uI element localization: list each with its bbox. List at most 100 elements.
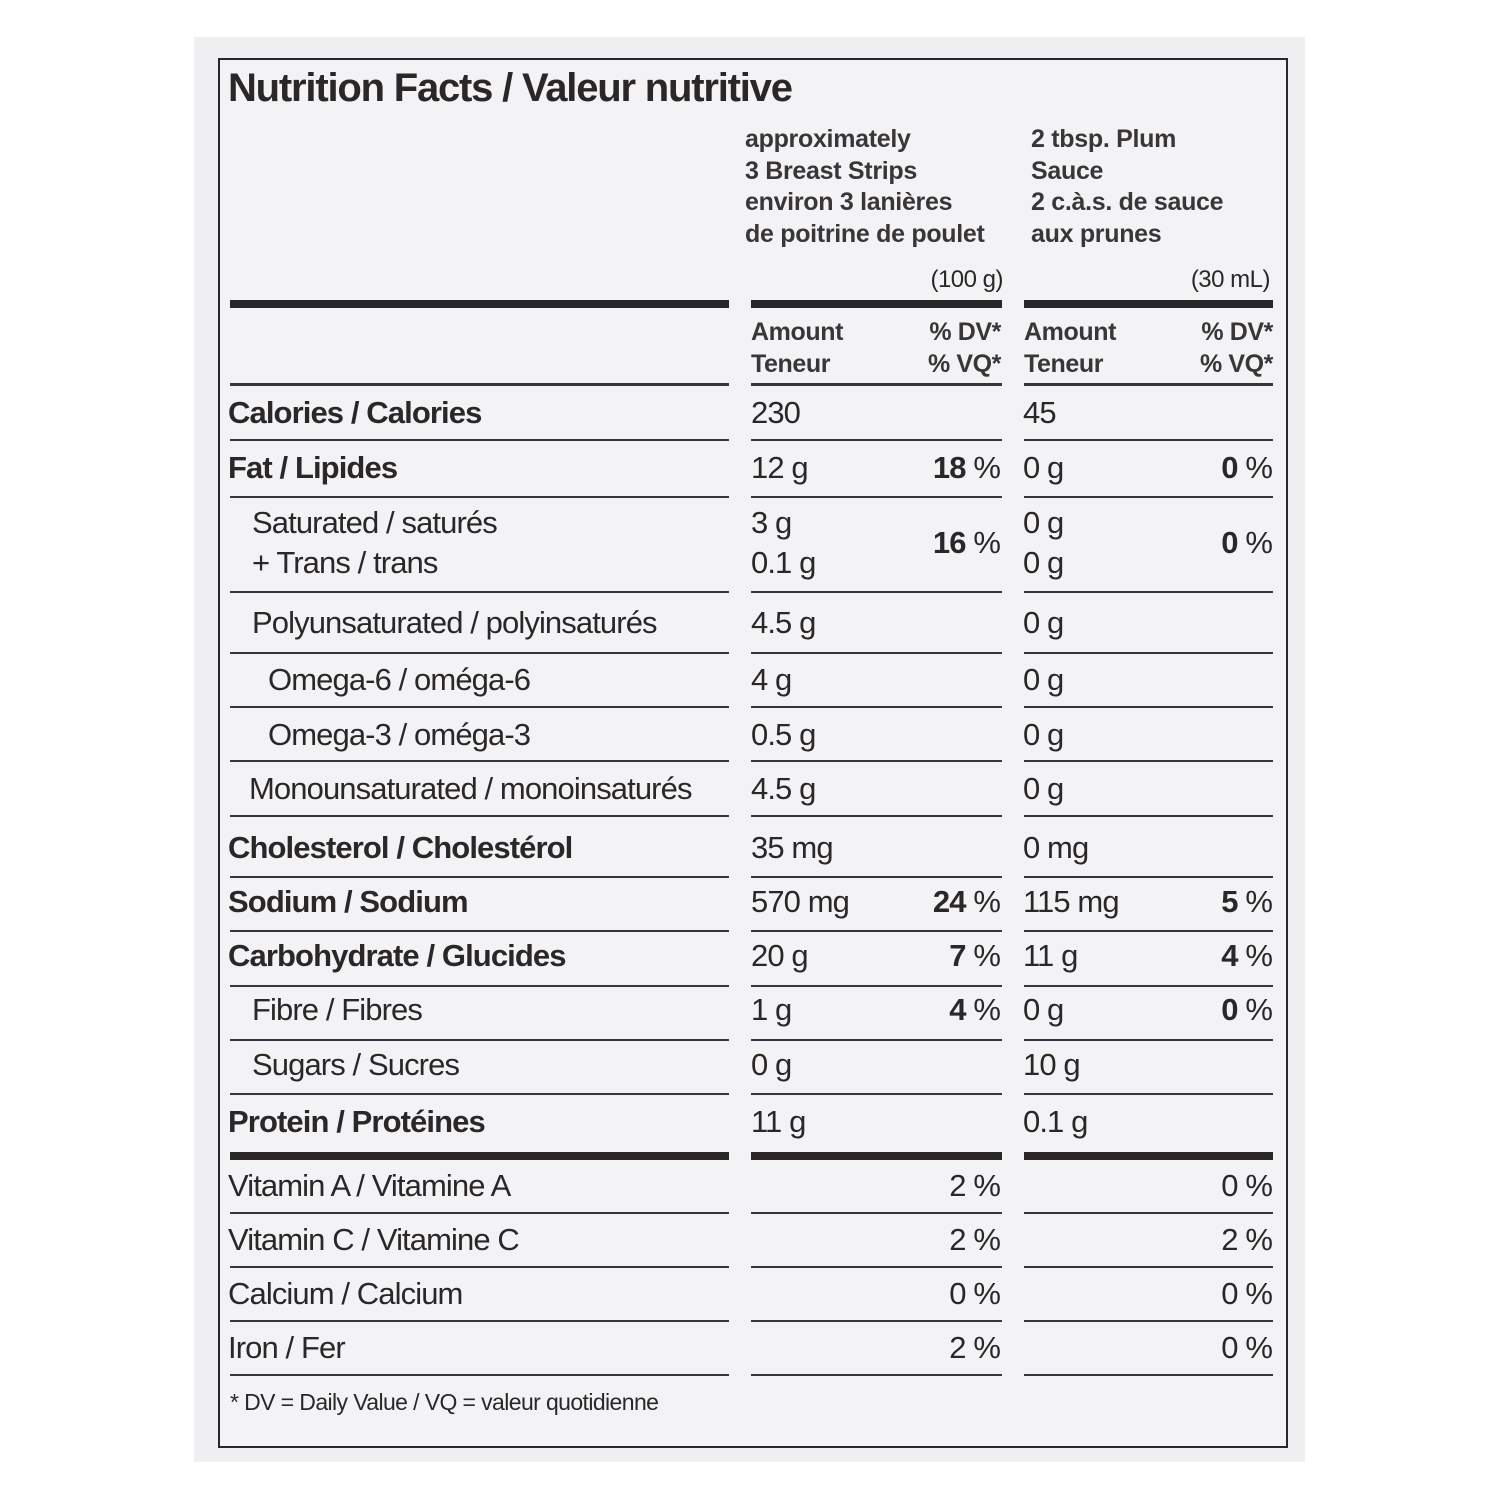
nutrient-amount: 4.5 g [751, 605, 816, 640]
serving-line: aux prunes [1031, 219, 1162, 248]
dv-number: 4 [949, 992, 966, 1027]
row-divider [1024, 439, 1273, 441]
thick-divider [1024, 300, 1273, 308]
percent-sign: % [1237, 525, 1273, 560]
nutrient-amount: 35 mg [751, 830, 834, 865]
daily-value-percent: 18 % [933, 448, 1001, 488]
nutrient-amount-trans: 0.1 g [751, 545, 816, 580]
nutrient-label: Saturated / saturés [252, 505, 498, 540]
daily-value-percent: 0 % [1221, 523, 1273, 563]
row-divider [230, 930, 729, 932]
serving-line: de poitrine de poulet [745, 219, 985, 248]
nutrient-amount: 0 g [1023, 505, 1064, 540]
dv-number: 5 [1221, 884, 1238, 919]
percent-sign: % [965, 525, 1001, 560]
nutrient-label: Iron / Fer [228, 1330, 346, 1365]
nutrient-amount: 12 g [751, 450, 809, 485]
vitamin-percent: 0 % [1221, 1276, 1273, 1311]
thick-divider [1024, 1152, 1273, 1160]
nutrient-amount: 0 g [751, 1047, 792, 1082]
row-divider [1024, 985, 1273, 987]
row-divider [1024, 1374, 1273, 1376]
nutrient-amount: 11 g [751, 1104, 806, 1139]
nutrient-amount: 115 mg [1023, 884, 1120, 919]
daily-value-percent: 16 % [933, 523, 1001, 563]
nutrient-amount: 0 g [1023, 662, 1064, 697]
panel-title: Nutrition Facts / Valeur nutritive [228, 66, 793, 110]
row-divider [230, 876, 729, 878]
daily-value-percent: 4 % [949, 990, 1001, 1030]
amount-header-col1: Amount Teneur [751, 316, 843, 380]
nutrient-amount-trans: 0 g [1023, 545, 1064, 580]
row-divider [751, 706, 1002, 708]
row-divider [751, 815, 1002, 817]
row-divider [751, 1320, 1002, 1322]
row-divider [751, 760, 1002, 762]
row-divider [751, 439, 1002, 441]
nutrient-amount: 10 g [1023, 1047, 1081, 1082]
vitamin-percent: 2 % [949, 1222, 1001, 1257]
daily-value-percent: 7 % [949, 936, 1001, 976]
row-divider [1024, 591, 1273, 593]
row-divider [751, 1266, 1002, 1268]
row-divider [751, 876, 1002, 878]
vitamin-percent: 0 % [949, 1276, 1001, 1311]
amount-label: Amount [751, 318, 844, 346]
dv-number: 0 [1221, 525, 1238, 560]
row-divider [751, 1093, 1002, 1095]
nutrient-amount: 4.5 g [751, 771, 816, 806]
nutrient-amount: 230 [751, 395, 801, 430]
thick-divider [230, 300, 729, 308]
row-divider [1024, 652, 1273, 654]
row-divider [230, 815, 729, 817]
serving-line: environ 3 lanières [745, 188, 953, 216]
percent-sign: % [965, 938, 1001, 973]
percent-sign: % [1237, 884, 1273, 919]
nutrient-label: Cholesterol / Cholestérol [228, 830, 573, 865]
amount-label: Amount [1024, 318, 1117, 346]
daily-value-percent: 5 % [1221, 882, 1273, 922]
dv-header-col1: % DV* % VQ* [928, 316, 1001, 380]
nutrient-amount: 20 g [751, 938, 809, 973]
nutrient-amount: 3 g [751, 505, 792, 540]
row-divider [230, 1039, 729, 1041]
nutrient-label: Fibre / Fibres [252, 992, 423, 1027]
nutrient-label: Vitamin C / Vitamine C [228, 1222, 520, 1257]
nutrient-amount: 11 g [1023, 938, 1078, 973]
nutrient-amount: 1 g [751, 992, 792, 1027]
serving-line: 3 Breast Strips [745, 156, 917, 185]
daily-value-percent: 24 % [932, 882, 1001, 922]
dv-header-col2: % DV* % VQ* [1200, 316, 1273, 380]
dv-number: 24 [932, 884, 967, 919]
nutrient-label: Sugars / Sucres [252, 1047, 460, 1082]
percent-sign: % [1237, 450, 1273, 485]
nutrient-label: Vitamin A / Vitamine A [228, 1168, 511, 1203]
row-divider [230, 1374, 729, 1376]
row-divider [751, 1212, 1002, 1214]
serving-line: Sauce [1031, 156, 1104, 185]
row-divider [751, 985, 1002, 987]
amount-label-fr: Teneur [751, 350, 831, 378]
thick-divider [751, 300, 1002, 308]
row-divider [751, 1039, 1002, 1041]
serving-line: 2 tbsp. Plum [1031, 125, 1177, 153]
nutrient-label: Omega-3 / oméga-3 [268, 717, 531, 752]
percent-sign: % [1237, 992, 1273, 1027]
row-divider [1024, 1039, 1273, 1041]
row-divider [230, 1266, 729, 1268]
percent-sign: % [965, 884, 1001, 919]
nutrient-amount: 0 g [1023, 992, 1064, 1027]
daily-value-percent: 0 % [1221, 990, 1273, 1030]
nutrient-amount: 0 g [1023, 450, 1064, 485]
vitamin-percent: 2 % [949, 1168, 1001, 1203]
vitamin-percent: 0 % [1221, 1168, 1273, 1203]
row-divider [230, 439, 729, 441]
thick-divider [751, 1152, 1002, 1160]
header-divider [751, 383, 1002, 386]
dv-number: 4 [1221, 938, 1238, 973]
row-divider [751, 496, 1002, 498]
dv-label-fr: % VQ* [927, 350, 1001, 378]
serving-line: 2 c.à.s. de sauce [1031, 188, 1224, 216]
percent-sign: % [965, 450, 1001, 485]
row-divider [230, 760, 729, 762]
